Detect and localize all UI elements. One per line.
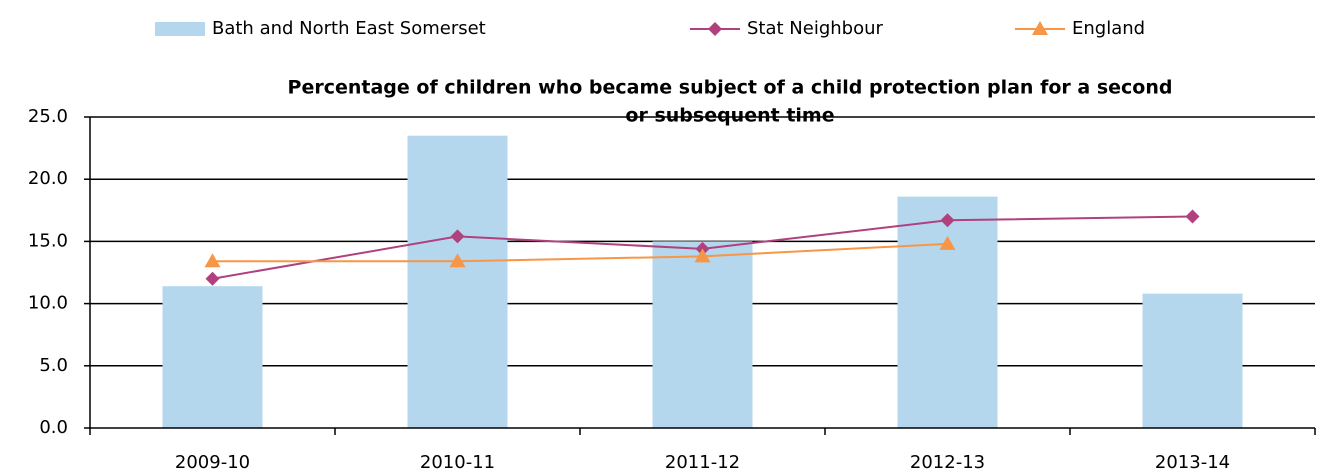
legend-label: Stat Neighbour	[747, 18, 884, 39]
y-tick-label: 10.0	[28, 293, 68, 314]
legend-label: Bath and North East Somerset	[212, 18, 486, 39]
legend-swatch	[155, 22, 205, 36]
x-tick-label: 2009-10	[175, 452, 250, 473]
marker	[694, 248, 711, 263]
marker	[449, 253, 466, 268]
marker	[940, 213, 955, 228]
bar	[652, 241, 753, 428]
y-tick-label: 15.0	[28, 230, 68, 251]
marker	[1032, 21, 1048, 35]
marker	[939, 235, 956, 250]
y-tick-label: 25.0	[28, 106, 68, 127]
bar	[407, 135, 508, 428]
y-tick-label: 5.0	[39, 355, 68, 376]
bar	[162, 286, 263, 428]
bar	[897, 196, 998, 428]
legend-label: England	[1072, 18, 1145, 39]
x-tick-label: 2013-14	[1155, 452, 1230, 473]
y-tick-label: 0.0	[39, 417, 68, 438]
y-tick-label: 20.0	[28, 168, 68, 189]
marker	[1185, 209, 1200, 224]
marker	[450, 229, 465, 244]
line	[212, 242, 948, 263]
bar	[1142, 293, 1243, 428]
chart-title-line2: or subsequent time	[625, 105, 834, 127]
marker	[205, 271, 220, 286]
chart-title-line1: Percentage of children who became subjec…	[288, 77, 1173, 99]
marker	[708, 22, 722, 36]
x-tick-label: 2012-13	[910, 452, 985, 473]
x-tick-label: 2011-12	[665, 452, 740, 473]
x-tick-label: 2010-11	[420, 452, 495, 473]
marker	[204, 253, 221, 268]
